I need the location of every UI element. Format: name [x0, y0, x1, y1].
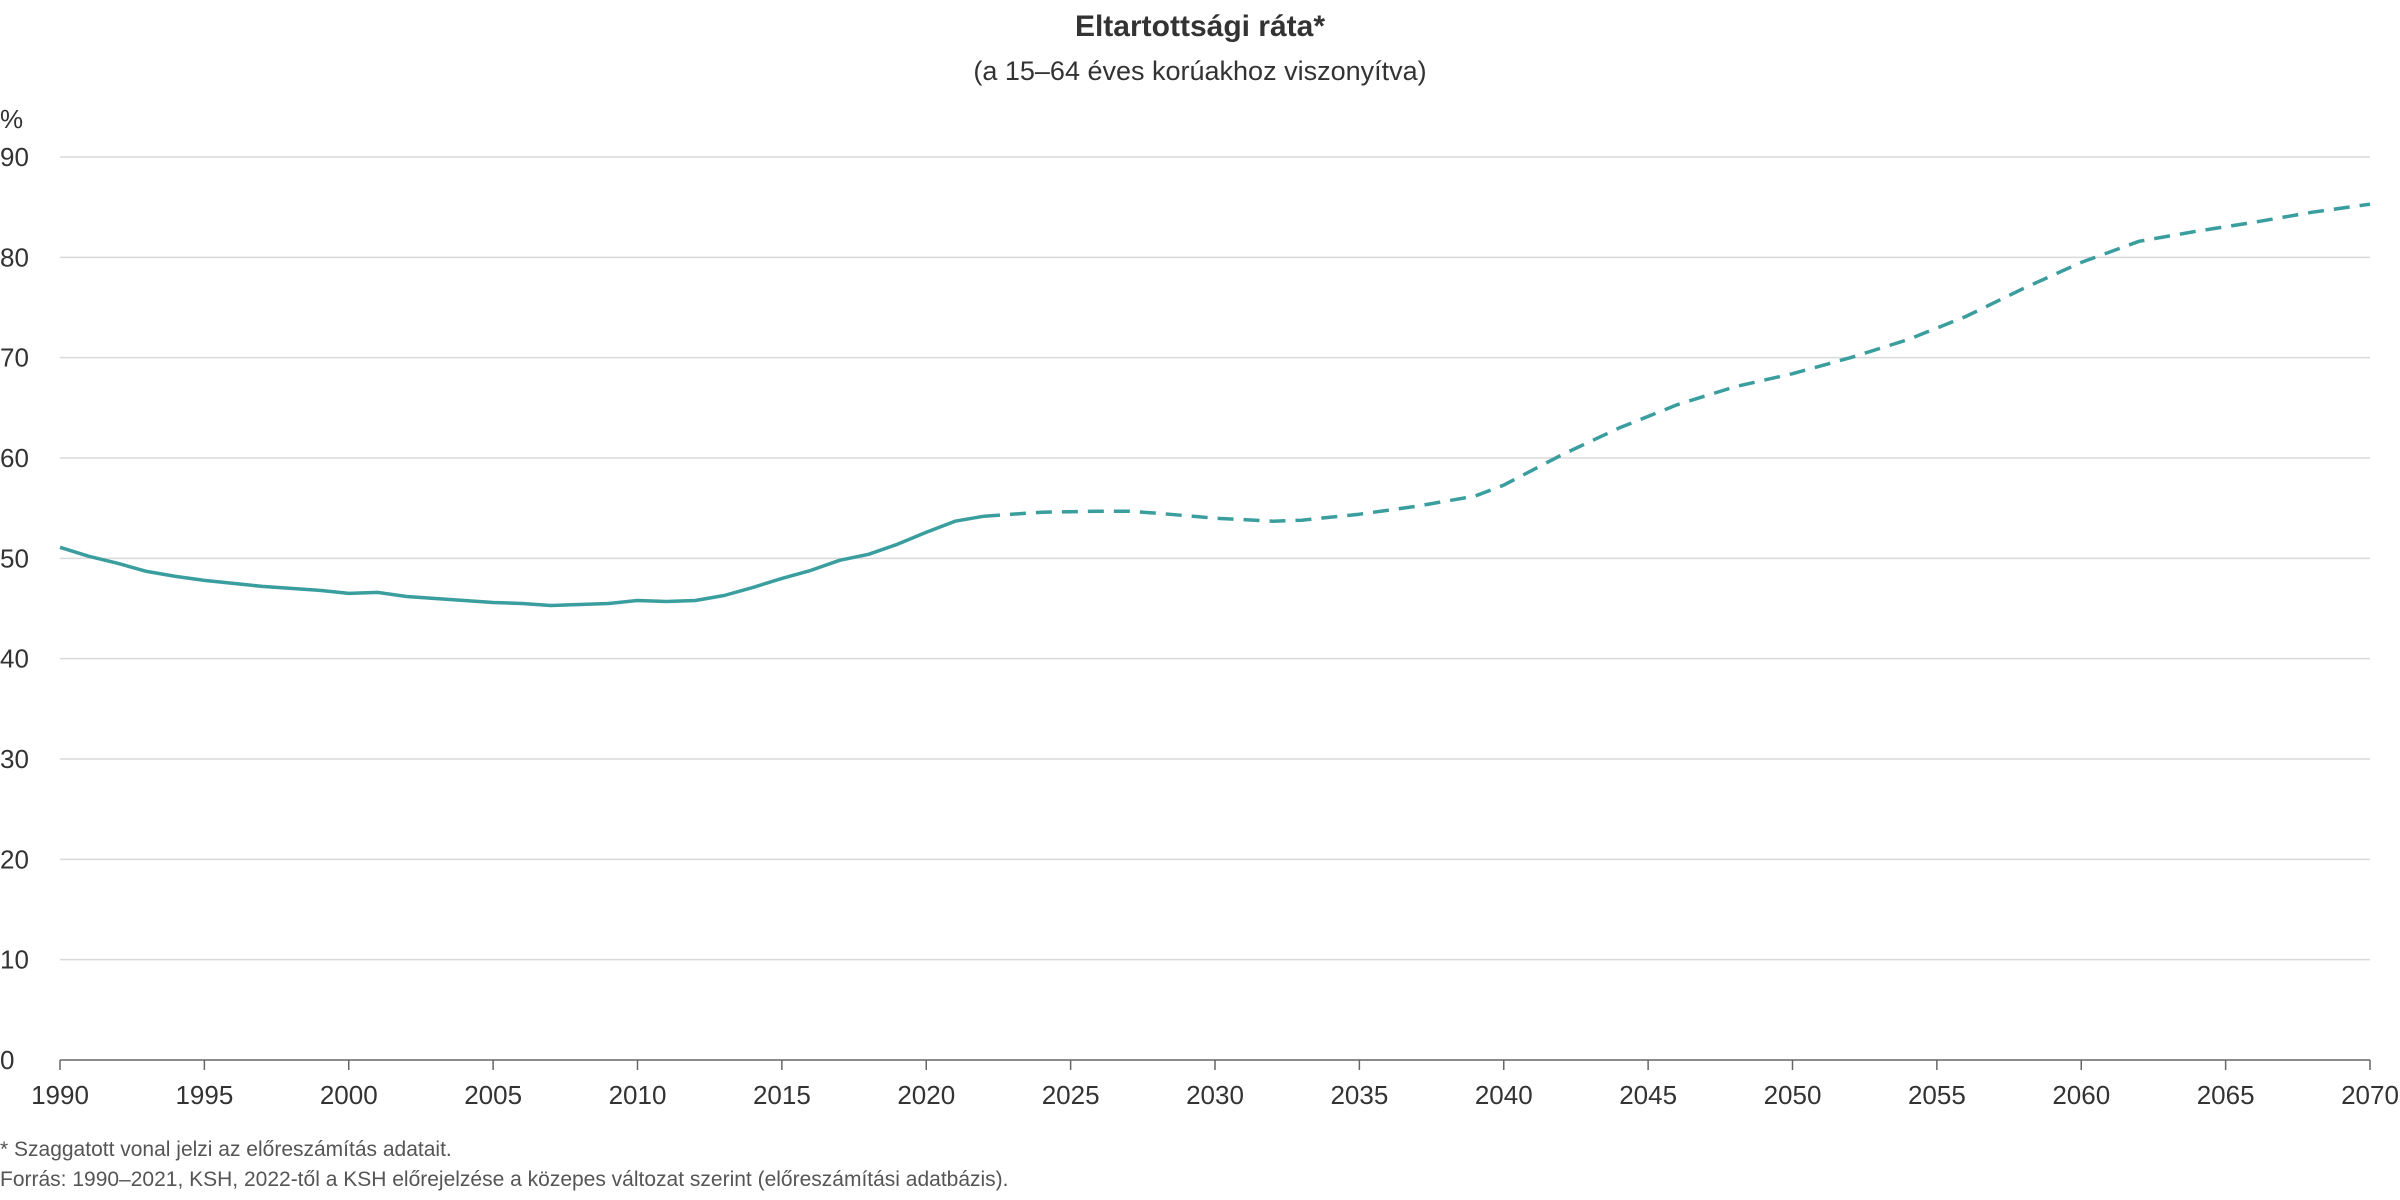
- x-tick-label: 2025: [1042, 1080, 1100, 1110]
- x-tick-label: 2005: [464, 1080, 522, 1110]
- x-tick-label: 1990: [31, 1080, 89, 1110]
- footnote: * Szaggatott vonal jelzi az előreszámítá…: [0, 1138, 452, 1161]
- x-tick-label: 2015: [753, 1080, 811, 1110]
- y-tick-label: 40: [0, 644, 29, 674]
- projection-line: [983, 202, 2371, 523]
- observed-line: [59, 514, 985, 608]
- y-tick-label: 30: [0, 744, 29, 774]
- x-tick-label: 2055: [1908, 1080, 1966, 1110]
- x-tick-label: 1995: [175, 1080, 233, 1110]
- chart-subtitle: (a 15–64 éves korúakhoz viszonyítva): [973, 56, 1427, 86]
- x-tick-label: 2030: [1186, 1080, 1244, 1110]
- x-tick-label: 2000: [320, 1080, 378, 1110]
- x-tick-label: 2035: [1330, 1080, 1388, 1110]
- x-tick-label: 2065: [2197, 1080, 2255, 1110]
- grid-lines: [60, 156, 2370, 961]
- y-tick-label: 10: [0, 945, 29, 975]
- source-note: Forrás: 1990–2021, KSH, 2022-től a KSH e…: [0, 1168, 1009, 1191]
- y-tick-label: 50: [0, 543, 29, 573]
- y-axis-unit-label: %: [0, 104, 23, 134]
- series-layer: [59, 202, 2371, 608]
- x-tick-label: 2040: [1475, 1080, 1533, 1110]
- x-tick-label: 2050: [1764, 1080, 1822, 1110]
- y-tick-label: 80: [0, 242, 29, 272]
- x-tick-label: 2010: [609, 1080, 667, 1110]
- x-tick-label: 2070: [2341, 1080, 2399, 1110]
- chart-title: Eltartottsági ráta*: [1074, 10, 1326, 43]
- y-tick-label: 20: [0, 844, 29, 874]
- x-tick-label: 2020: [897, 1080, 955, 1110]
- y-tick-label: 0: [0, 1045, 14, 1075]
- y-tick-label: 60: [0, 443, 29, 473]
- x-axis: [59, 1059, 2371, 1070]
- x-tick-label: 2060: [2052, 1080, 2110, 1110]
- y-tick-label: 90: [0, 142, 29, 172]
- y-tick-label: 70: [0, 343, 29, 373]
- x-tick-label: 2045: [1619, 1080, 1677, 1110]
